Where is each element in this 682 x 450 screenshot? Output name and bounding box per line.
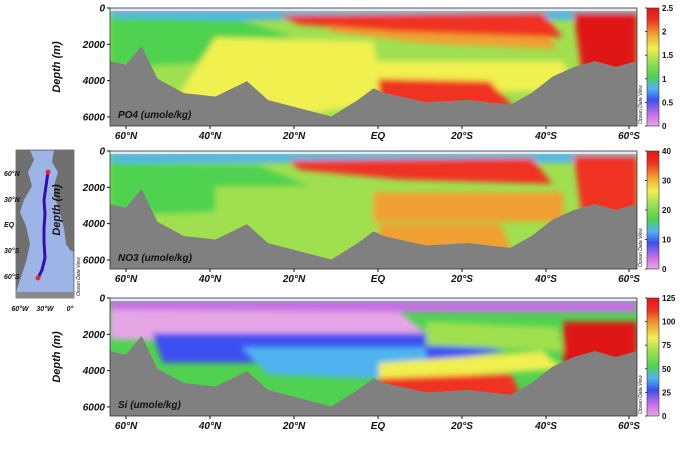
colorbar-tick-label: 75 — [662, 341, 671, 350]
y-tick-label: 0 — [99, 294, 105, 305]
y-tick-label: 6000 — [83, 402, 106, 413]
colorbar-tick-label: 0 — [662, 122, 667, 131]
x-tick-label: 40°N — [198, 421, 222, 432]
field-blob — [289, 158, 553, 185]
inset-land-africa-europe — [52, 150, 74, 252]
x-tick-label: 40°S — [534, 421, 557, 432]
x-tick-label: 60°N — [115, 274, 138, 285]
x-tick-label: 60°S — [618, 421, 640, 432]
x-tick-label: 20°N — [282, 274, 306, 285]
field-blob — [110, 300, 637, 313]
watermark: Ocean Data View — [638, 85, 644, 124]
x-tick-label: 20°S — [450, 131, 473, 142]
y-tick-label: 4000 — [82, 366, 106, 377]
inset-track-start — [45, 169, 51, 175]
panel-1: 0 2000 4000 6000 Depth (m) 60°N 40°N 20°N EQ 20°S… — [51, 147, 671, 286]
colorbar — [646, 7, 660, 127]
inset-lat-label: 30°N — [4, 196, 21, 204]
x-tick-label: EQ — [371, 274, 386, 285]
y-tick-label: 4000 — [82, 219, 106, 230]
colorbar — [646, 150, 660, 270]
colorbar-tick-label: 40 — [662, 147, 671, 156]
colorbar-tick-label: 1 — [662, 75, 667, 84]
x-tick-label: EQ — [371, 131, 386, 142]
x-tick-label: 40°N — [198, 131, 222, 142]
y-tick-label: 2000 — [82, 40, 106, 51]
y-tick-label: 4000 — [82, 76, 106, 87]
field-blob — [426, 321, 564, 352]
inset-lon-labels: 60°W 30°W 0° — [11, 305, 73, 313]
colorbar-tick-label: 20 — [662, 206, 671, 215]
inset-map: 60°N 30°N EQ 30°S 60°S 60°W 30°W 0° Ocean Data… — [4, 149, 82, 313]
inset-track-end — [35, 275, 41, 281]
colorbar-tick-label: 0 — [662, 412, 667, 421]
x-tick-label: 20°N — [282, 131, 306, 142]
inset-lat-label: 30°S — [4, 247, 20, 255]
inset-land-antarctica — [16, 292, 74, 298]
x-tick-label: 60°N — [115, 421, 138, 432]
colorbar-tick-label: 0 — [662, 265, 667, 274]
y-tick-label: 0 — [99, 4, 105, 15]
panel-title: PO4 (umole/kg) — [118, 110, 192, 121]
colorbar-tick-label: 30 — [662, 177, 671, 186]
colorbar-tick-label: 1.5 — [662, 51, 674, 60]
x-tick-label: EQ — [371, 421, 386, 432]
panel-frame — [109, 150, 638, 270]
colorbar-tick-label: 10 — [662, 236, 671, 245]
surface-layer — [110, 151, 637, 154]
colorbar-tick-label: 100 — [662, 318, 676, 327]
colorbar-tick-label: 50 — [662, 365, 671, 374]
inset-lat-label: 60°N — [4, 170, 21, 178]
y-axis-label: Depth (m) — [51, 184, 63, 236]
x-tick-label: 40°S — [534, 131, 557, 142]
colorbar — [646, 297, 660, 417]
surface-layer — [110, 298, 637, 301]
x-tick-label: 40°N — [198, 274, 222, 285]
x-tick-label: 60°S — [618, 131, 640, 142]
watermark: Ocean Data View — [638, 375, 644, 414]
inset-watermark: Ocean Data View — [76, 257, 82, 296]
inset-lat-label: EQ — [4, 222, 15, 229]
inset-lat-label: 60°S — [4, 273, 20, 281]
x-tick-label: 20°S — [450, 421, 473, 432]
panel-frame — [109, 7, 638, 127]
y-tick-label: 6000 — [83, 112, 106, 123]
x-tick-label: 20°N — [282, 421, 306, 432]
inset-cruise-track — [36, 171, 50, 279]
panel-frame — [109, 297, 638, 417]
field-blob — [278, 12, 564, 38]
y-tick-label: 2000 — [82, 330, 106, 341]
panel-2: 0 2000 4000 6000 Depth (m) 60°N 40°N 20°N EQ 20°S… — [51, 294, 676, 433]
inset-lat-labels: 60°N 30°N EQ 30°S 60°S — [4, 170, 21, 281]
inset-lon-label: 30°W — [36, 305, 55, 313]
field-blob — [373, 192, 564, 222]
colorbar-tick-label: 0.5 — [662, 98, 674, 107]
inset-lon-label: 60°W — [11, 305, 30, 313]
x-tick-label: 60°N — [115, 131, 138, 142]
panel-title: Si (umole/kg) — [118, 400, 181, 411]
panel-0: 0 2000 4000 6000 Depth (m) 60°N 40°N 20°N EQ 20°S… — [51, 4, 674, 143]
y-tick-label: 2000 — [82, 183, 106, 194]
y-axis-label: Depth (m) — [51, 41, 63, 93]
surface-layer — [110, 8, 637, 11]
colorbar-tick-label: 2 — [662, 28, 667, 37]
inset-lon-label: 0° — [67, 305, 74, 313]
inset-land-americas — [16, 150, 34, 292]
x-tick-label: 40°S — [534, 274, 557, 285]
colorbar-tick-label: 2.5 — [662, 4, 674, 13]
y-axis-label: Depth (m) — [51, 331, 63, 383]
watermark: Ocean Data View — [638, 228, 644, 267]
x-tick-label: 20°S — [450, 274, 473, 285]
field-blobs — [110, 153, 637, 260]
colorbar-tick-label: 125 — [662, 294, 676, 303]
x-tick-label: 60°S — [618, 274, 640, 285]
y-tick-label: 0 — [99, 147, 105, 158]
y-tick-label: 6000 — [83, 255, 106, 266]
panel-title: NO3 (umole/kg) — [118, 253, 193, 264]
colorbar-tick-label: 25 — [662, 388, 671, 397]
field-blob — [378, 351, 564, 381]
